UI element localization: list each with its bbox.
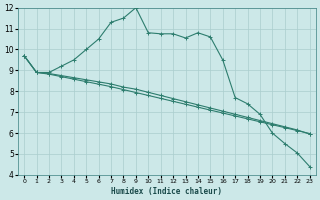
X-axis label: Humidex (Indice chaleur): Humidex (Indice chaleur): [111, 187, 222, 196]
